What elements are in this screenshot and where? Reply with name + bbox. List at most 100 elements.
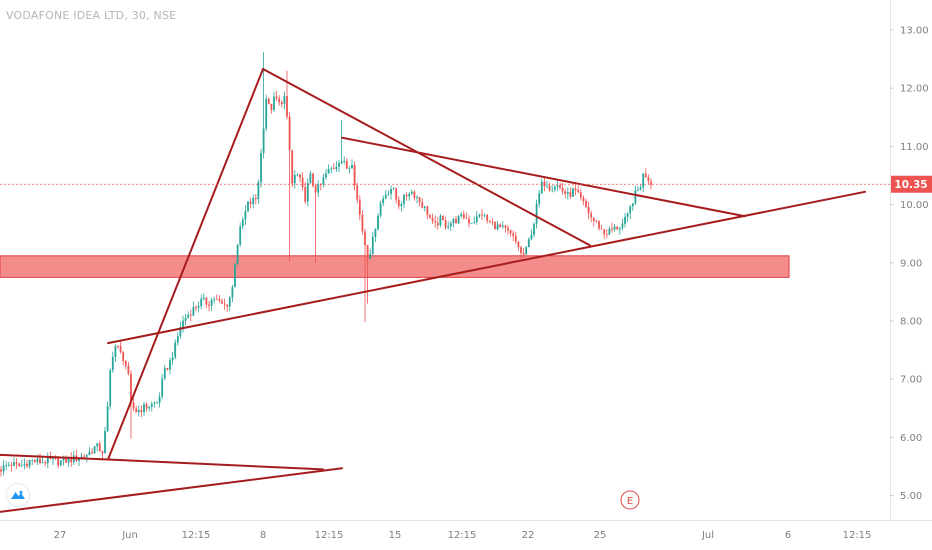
x-tick-label: 8 bbox=[260, 530, 266, 541]
earnings-icon bbox=[620, 490, 640, 510]
candle-body bbox=[330, 168, 333, 170]
candle-body bbox=[483, 214, 486, 216]
candle-body bbox=[20, 465, 23, 467]
candle-body bbox=[39, 458, 41, 464]
candle-body bbox=[335, 166, 338, 170]
candle-body bbox=[15, 462, 18, 464]
trendline[interactable] bbox=[107, 458, 324, 471]
candle-body bbox=[127, 365, 130, 374]
candle-body bbox=[522, 252, 525, 255]
candle-body bbox=[306, 183, 309, 202]
candle-body bbox=[309, 173, 312, 184]
candle-body bbox=[468, 218, 470, 224]
candle-body bbox=[0, 469, 2, 472]
candle-body bbox=[228, 297, 231, 307]
candle-body bbox=[202, 297, 205, 299]
candle-body bbox=[13, 462, 15, 466]
trendline[interactable] bbox=[0, 467, 343, 513]
candle-body bbox=[18, 463, 21, 467]
candle-body bbox=[325, 173, 327, 178]
trendline[interactable] bbox=[0, 453, 109, 461]
candle-body bbox=[520, 247, 522, 253]
candle-body bbox=[338, 163, 340, 167]
candle-body bbox=[590, 213, 593, 218]
candle-body bbox=[517, 241, 520, 248]
trendlines-layer bbox=[0, 67, 866, 513]
candle-body bbox=[260, 152, 262, 183]
candle-body bbox=[377, 215, 379, 230]
candle-body bbox=[44, 462, 47, 464]
trendline[interactable] bbox=[107, 67, 264, 461]
y-tick-label: 12.00 bbox=[900, 84, 929, 95]
candle-body bbox=[637, 189, 639, 191]
candle-body bbox=[241, 219, 244, 227]
candle-body bbox=[88, 451, 91, 456]
candle-body bbox=[187, 314, 190, 318]
candle-body bbox=[278, 98, 281, 103]
candle-body bbox=[265, 98, 268, 129]
trendline[interactable] bbox=[262, 67, 591, 247]
candle-body bbox=[574, 188, 577, 191]
candle-body bbox=[70, 457, 73, 463]
candle-body bbox=[587, 206, 590, 214]
candle-body bbox=[283, 96, 286, 104]
candle-body bbox=[382, 198, 385, 204]
y-tick-label: 9.00 bbox=[900, 258, 922, 269]
candle-body bbox=[275, 96, 278, 99]
candle-body bbox=[351, 164, 353, 169]
candle-body bbox=[33, 460, 36, 463]
earnings-event-label: E bbox=[627, 496, 633, 507]
candle-body bbox=[413, 191, 416, 198]
candle-body bbox=[499, 224, 502, 227]
candle-body bbox=[83, 456, 86, 458]
candle-body bbox=[470, 223, 473, 224]
candle-body bbox=[491, 221, 494, 223]
candle-body bbox=[525, 247, 528, 255]
candle-body bbox=[642, 173, 645, 188]
x-tick-label: 15 bbox=[389, 530, 402, 541]
candle-body bbox=[535, 203, 538, 224]
x-tick-label: 22 bbox=[522, 530, 535, 541]
candle-body bbox=[403, 194, 405, 204]
y-tick-label: 7.00 bbox=[900, 375, 922, 386]
candle-body bbox=[98, 443, 101, 452]
candle-body bbox=[117, 346, 119, 347]
candle-body bbox=[465, 217, 468, 219]
trendline[interactable] bbox=[341, 136, 746, 218]
candle-body bbox=[166, 368, 169, 370]
candle-body bbox=[442, 215, 444, 221]
candle-body bbox=[600, 228, 603, 230]
time-axis[interactable]: 27 Jun 12:15 8 12:15 15 12:15 22 25 Jul … bbox=[0, 520, 932, 542]
candle-body bbox=[598, 221, 600, 229]
candle-body bbox=[400, 203, 403, 207]
candle-body bbox=[379, 203, 382, 216]
candle-body bbox=[475, 216, 478, 223]
tradingview-logo-icon[interactable] bbox=[7, 484, 29, 506]
candle-body bbox=[111, 357, 114, 371]
x-tick-label: 6 bbox=[785, 530, 791, 541]
price-axis[interactable]: 13.00 12.00 11.00 10.00 9.00 8.00 7.00 6.00 5.00 bbox=[890, 0, 929, 520]
candle-body bbox=[208, 304, 210, 306]
candle-body bbox=[304, 187, 307, 202]
candle-body bbox=[114, 346, 117, 358]
candle-body bbox=[618, 227, 621, 230]
candle-body bbox=[585, 200, 587, 207]
earnings-event-marker[interactable]: E bbox=[620, 490, 640, 510]
candle-body bbox=[218, 298, 221, 301]
candle-body bbox=[553, 186, 556, 190]
candle-body bbox=[59, 460, 62, 466]
candle-body bbox=[244, 210, 247, 220]
candle-body bbox=[371, 236, 374, 254]
candle-body bbox=[322, 177, 325, 185]
candle-body bbox=[486, 214, 489, 221]
candle-body bbox=[538, 193, 541, 204]
trendline[interactable] bbox=[107, 190, 866, 345]
candle-body bbox=[418, 197, 421, 203]
candle-body bbox=[507, 227, 509, 231]
candle-body bbox=[343, 160, 346, 162]
x-tick-label: Jun bbox=[121, 530, 138, 541]
candle-body bbox=[634, 190, 637, 204]
candle-body bbox=[140, 409, 143, 413]
support-zone-box[interactable] bbox=[0, 255, 790, 278]
